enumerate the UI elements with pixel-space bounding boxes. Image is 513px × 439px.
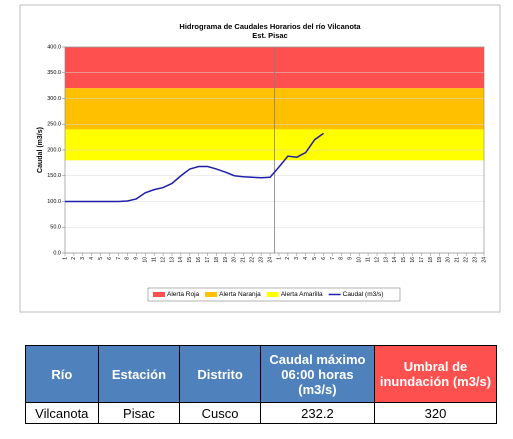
- x-tick-label: 9: [134, 257, 140, 260]
- x-tick-label: 4: [303, 257, 309, 260]
- x-tick-label: 21: [241, 257, 247, 263]
- x-tick-label: 1: [276, 257, 282, 260]
- x-tick-label: 18: [428, 257, 434, 263]
- x-tick-label: 24: [267, 257, 273, 263]
- x-tick-label: 2: [285, 257, 291, 260]
- x-tick-label: 5: [312, 257, 318, 260]
- caudal-line: [65, 132, 324, 203]
- x-tick-label: 1: [62, 257, 68, 260]
- x-tick-label: 13: [383, 257, 389, 263]
- x-tick-label: 19: [223, 257, 229, 263]
- table-header: Umbral de inundación (m3/s): [374, 345, 497, 403]
- x-tick-label: 3: [80, 257, 86, 260]
- x-tick-label: 6: [321, 257, 327, 260]
- x-tick-label: 19: [437, 257, 443, 263]
- x-tick-label: 2: [71, 257, 77, 260]
- x-tick-label: 23: [258, 257, 264, 263]
- y-tick-label: 0.0: [53, 250, 61, 256]
- x-tick-label: 5: [98, 257, 104, 260]
- table-header: Río: [25, 345, 99, 403]
- chart-title: Hidrograma de Caudales Horarios del río …: [179, 22, 361, 31]
- x-tick-label: 8: [125, 257, 131, 260]
- y-tick-label: 350.0: [47, 70, 61, 76]
- table-row: Vilcanota Pisac Cusco 232.2 320: [25, 402, 497, 424]
- y-tick-label: 100.0: [47, 199, 61, 205]
- x-tick-label: 22: [250, 257, 256, 263]
- summary-table: Río Estación Distrito Caudal máximo 06:00 h…: [25, 345, 497, 424]
- x-tick-label: 6: [107, 257, 113, 260]
- x-tick-label: 9: [348, 257, 354, 260]
- legend-label: Alerta Amarilla: [281, 291, 323, 298]
- x-tick-label: 17: [419, 257, 425, 263]
- legend-label: Alerta Naranja: [219, 291, 261, 298]
- chart-subtitle: Est. Pisac: [252, 31, 287, 40]
- x-tick-label: 10: [357, 257, 363, 263]
- x-tick-label: 22: [463, 257, 469, 263]
- y-tick-label: 50.0: [50, 225, 61, 231]
- x-tick-label: 16: [410, 257, 416, 263]
- x-tick-label: 14: [178, 257, 184, 263]
- x-tick-label: 17: [205, 257, 211, 263]
- legend-swatch: [266, 292, 279, 297]
- legend-label: Alerta Roja: [167, 291, 200, 298]
- x-tick-label: 15: [187, 257, 193, 263]
- table-cell: Cusco: [179, 402, 261, 424]
- x-tick-label: 13: [169, 257, 175, 263]
- legend-swatch: [205, 292, 218, 297]
- y-axis-label: Caudal (m3/s): [37, 127, 44, 173]
- x-tick-label: 3: [294, 257, 300, 260]
- x-tick-label: 23: [472, 257, 478, 263]
- x-tick-label: 11: [151, 257, 157, 262]
- x-tick-label: 11: [365, 257, 371, 262]
- x-tick-label: 7: [330, 257, 336, 260]
- chart: Hidrograma de Caudales Horarios del río …: [19, 4, 501, 313]
- x-tick-label: 21: [455, 257, 461, 263]
- x-tick-label: 12: [374, 257, 380, 263]
- table-cell: 232.2: [259, 402, 376, 424]
- table-cell: 320: [374, 402, 497, 424]
- table-header: Caudal máximo 06:00 horas (m3/s): [259, 345, 376, 403]
- table-cell: Pisac: [97, 402, 181, 424]
- x-tick-label: 24: [481, 257, 487, 263]
- table-cell: Vilcanota: [25, 402, 99, 424]
- table-header: Distrito: [179, 345, 261, 403]
- x-tick-label: 14: [392, 257, 398, 263]
- x-tick-label: 8: [339, 257, 345, 260]
- x-tick-label: 16: [196, 257, 202, 263]
- x-tick-label: 12: [160, 257, 166, 263]
- y-tick-label: 250.0: [47, 122, 61, 128]
- x-tick-label: 20: [232, 257, 238, 263]
- x-tick-label: 10: [143, 257, 149, 263]
- y-tick-label: 150.0: [47, 173, 61, 179]
- y-tick-label: 300.0: [47, 96, 61, 102]
- x-tick-label: 4: [89, 257, 95, 260]
- legend-label: Caudal (m3/s): [343, 291, 384, 298]
- legend-swatch: [153, 292, 165, 297]
- y-tick-label: 200.0: [47, 147, 61, 153]
- x-tick-label: 18: [214, 257, 220, 263]
- table-header: Estación: [97, 345, 181, 403]
- x-tick-label: 15: [401, 257, 407, 263]
- x-tick-label: 7: [116, 257, 122, 260]
- x-tick-label: 20: [446, 257, 452, 263]
- y-tick-label: 400.0: [47, 44, 61, 50]
